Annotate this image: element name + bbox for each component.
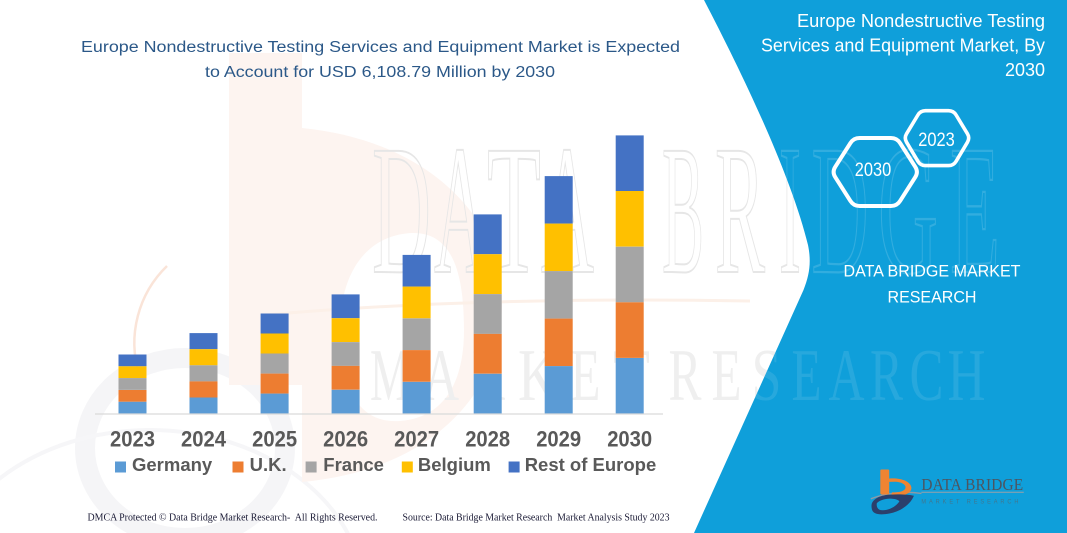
svg-text:to Account for USD 6,108.79 Mi: to Account for USD 6,108.79 Million by 2… (205, 64, 555, 81)
svg-text:DMCA Protected © Data Bridge M: DMCA Protected © Data Bridge Market Rese… (88, 513, 378, 524)
svg-text:2023: 2023 (110, 427, 155, 452)
svg-text:U.K.: U.K. (250, 454, 287, 475)
svg-text:France: France (323, 454, 384, 475)
svg-text:Services and Equipment Market,: Services and Equipment Market, By (761, 36, 1045, 56)
svg-text:2023: 2023 (918, 130, 955, 151)
svg-text:MARKET RESEARCH: MARKET RESEARCH (921, 499, 1021, 506)
svg-text:2030: 2030 (1005, 60, 1045, 80)
svg-text:DATA BRIDGE: DATA BRIDGE (921, 475, 1023, 494)
svg-text:2027: 2027 (394, 427, 439, 452)
svg-text:RESEARCH: RESEARCH (888, 289, 977, 307)
svg-text:2025: 2025 (252, 427, 297, 452)
svg-text:2028: 2028 (465, 427, 510, 452)
svg-text:2030: 2030 (607, 427, 652, 452)
svg-text:2024: 2024 (181, 427, 227, 452)
svg-text:Belgium: Belgium (418, 454, 491, 475)
svg-text:2029: 2029 (536, 427, 581, 452)
svg-text:Germany: Germany (132, 454, 213, 475)
svg-text:2026: 2026 (323, 427, 368, 452)
svg-text:DATA BRIDGE MARKET: DATA BRIDGE MARKET (844, 263, 1021, 281)
svg-text:Source: Data Bridge Market Res: Source: Data Bridge Market Research Mark… (403, 513, 670, 524)
svg-text:Europe Nondestructive Testing: Europe Nondestructive Testing Services a… (81, 39, 680, 56)
svg-text:Europe Nondestructive Testing: Europe Nondestructive Testing (797, 11, 1045, 31)
svg-text:2030: 2030 (855, 160, 892, 181)
svg-text:Rest of Europe: Rest of Europe (525, 454, 657, 475)
